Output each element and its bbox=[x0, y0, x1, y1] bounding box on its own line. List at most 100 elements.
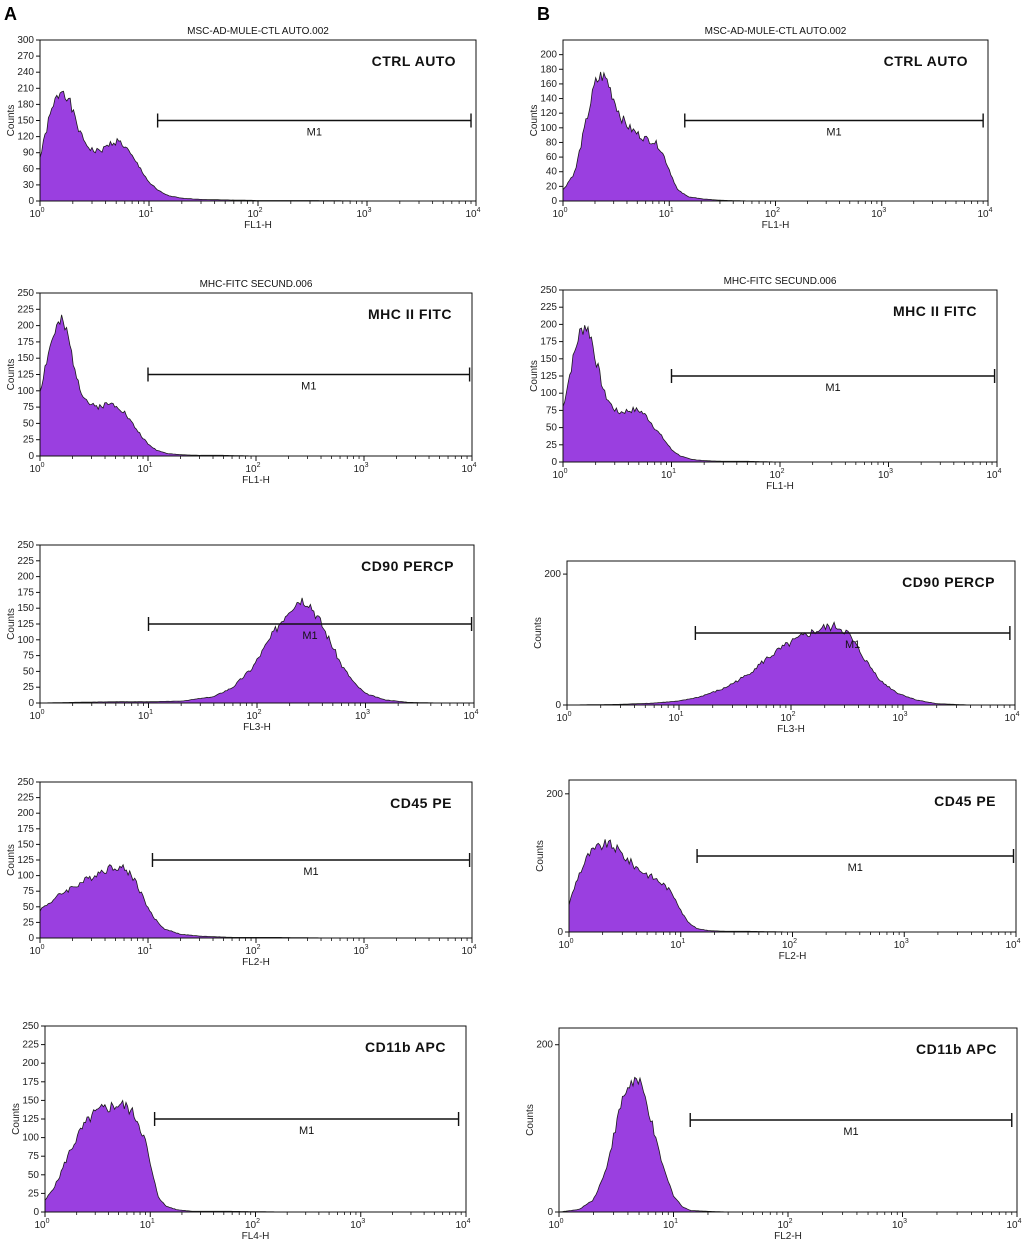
x-axis-label: FL2-H bbox=[774, 1231, 802, 1242]
x-tick-label: 100 bbox=[558, 938, 573, 951]
y-tick-label: 50 bbox=[28, 1170, 40, 1181]
gate-label: M1 bbox=[302, 630, 317, 642]
x-tick-label: 104 bbox=[986, 468, 1001, 481]
y-tick-label: 225 bbox=[17, 304, 34, 315]
x-tick-label: 101 bbox=[668, 711, 683, 724]
y-tick-label: 125 bbox=[17, 370, 34, 381]
x-tick-label: 101 bbox=[661, 468, 676, 481]
y-tick-label: 200 bbox=[17, 321, 34, 332]
x-tick-label: 101 bbox=[140, 1218, 155, 1231]
y-tick-label: 125 bbox=[17, 619, 34, 630]
histogram-fill bbox=[39, 314, 472, 457]
y-tick-label: 175 bbox=[17, 824, 34, 835]
histogram-chart: 0 200 100 101 102 103 104 FL2-H Counts CD11b APC M… bbox=[525, 1027, 1022, 1242]
x-tick-label: 100 bbox=[552, 468, 567, 481]
y-tick-label: 20 bbox=[546, 181, 558, 192]
x-tick-label: 103 bbox=[878, 468, 893, 481]
y-tick-label: 180 bbox=[17, 99, 34, 110]
marker-name: CD11b APC bbox=[365, 1039, 446, 1055]
file-title: MHC-FITC SECUND.006 bbox=[200, 279, 313, 290]
marker-name: CTRL AUTO bbox=[884, 53, 968, 69]
y-tick-label: 180 bbox=[540, 64, 557, 75]
y-tick-label: 30 bbox=[23, 180, 35, 191]
y-tick-label: 150 bbox=[540, 354, 557, 365]
gate-label: M1 bbox=[843, 1126, 858, 1138]
marker-name: MHC II FITC bbox=[893, 303, 977, 319]
y-tick-label: 25 bbox=[546, 440, 558, 451]
y-tick-label: 120 bbox=[540, 108, 557, 119]
x-tick-label: 102 bbox=[245, 944, 260, 957]
histogram-chart: 0 25 50 75 100 125 150 175 200 225 250 100 101 102 103… bbox=[6, 279, 477, 486]
y-tick-label: 100 bbox=[17, 871, 34, 882]
histogram-fill bbox=[558, 1076, 1017, 1213]
x-tick-label: 100 bbox=[34, 1218, 49, 1231]
gate-label: M1 bbox=[307, 127, 322, 139]
x-axis-label: FL2-H bbox=[779, 951, 807, 962]
histogram-fill bbox=[567, 621, 1015, 706]
y-tick-label: 0 bbox=[557, 927, 563, 938]
histogram-chart: 0 20 40 60 80 100 120 140 160 180 200 100 101 102 103 1… bbox=[529, 26, 993, 231]
y-tick-label: 250 bbox=[540, 285, 557, 296]
gate-label: M1 bbox=[299, 1125, 314, 1137]
y-tick-label: 75 bbox=[23, 886, 35, 897]
y-tick-label: 270 bbox=[17, 51, 34, 62]
histogram-grid: 0 30 60 90 120 150 180 210 240 270 300 100 101 102 103… bbox=[6, 26, 1022, 1242]
y-tick-label: 225 bbox=[17, 793, 34, 804]
y-tick-label: 90 bbox=[23, 148, 35, 159]
y-tick-label: 0 bbox=[28, 933, 34, 944]
x-tick-label: 103 bbox=[356, 207, 371, 220]
histogram-fill bbox=[562, 325, 997, 463]
x-tick-label: 103 bbox=[892, 711, 907, 724]
y-tick-label: 100 bbox=[22, 1133, 39, 1144]
x-tick-label: 104 bbox=[1005, 938, 1020, 951]
histogram-fill bbox=[39, 863, 472, 939]
file-title: MSC-AD-MULE-CTL AUTO.002 bbox=[187, 26, 329, 37]
y-tick-label: 50 bbox=[546, 423, 558, 434]
histogram-chart: 0 25 50 75 100 125 150 175 200 225 250 100 101 102 103… bbox=[6, 777, 477, 968]
histogram-fill bbox=[568, 839, 1016, 933]
histogram-chart: 0 30 60 90 120 150 180 210 240 270 300 100 101 102 103… bbox=[6, 26, 481, 231]
x-axis-label: FL3-H bbox=[243, 722, 271, 733]
x-tick-label: 102 bbox=[245, 1218, 260, 1231]
y-tick-label: 60 bbox=[23, 164, 35, 175]
file-title: MHC-FITC SECUND.006 bbox=[724, 276, 837, 287]
x-tick-label: 104 bbox=[1006, 1218, 1021, 1231]
y-axis-label: Counts bbox=[6, 608, 17, 640]
x-tick-label: 104 bbox=[463, 709, 478, 722]
y-tick-label: 50 bbox=[23, 418, 35, 429]
y-tick-label: 200 bbox=[22, 1058, 39, 1069]
y-tick-label: 50 bbox=[23, 902, 35, 913]
histogram-fill bbox=[40, 597, 474, 704]
x-axis-label: FL1-H bbox=[244, 220, 272, 231]
marker-name: MHC II FITC bbox=[368, 306, 452, 322]
y-tick-label: 0 bbox=[28, 698, 34, 709]
histogram-fill bbox=[562, 71, 988, 202]
x-tick-label: 103 bbox=[894, 938, 909, 951]
y-tick-label: 225 bbox=[17, 556, 34, 567]
x-tick-label: 104 bbox=[461, 462, 476, 475]
x-tick-label: 101 bbox=[138, 709, 153, 722]
y-tick-label: 225 bbox=[540, 302, 557, 313]
y-tick-label: 75 bbox=[23, 651, 35, 662]
y-tick-label: 160 bbox=[540, 79, 557, 90]
y-tick-label: 200 bbox=[540, 50, 557, 61]
y-tick-label: 25 bbox=[23, 917, 35, 928]
histogram-chart: 0 25 50 75 100 125 150 175 200 225 250 100 101 102 103… bbox=[11, 1021, 471, 1242]
y-tick-label: 125 bbox=[540, 371, 557, 382]
y-tick-label: 200 bbox=[546, 789, 563, 800]
x-axis-label: FL4-H bbox=[242, 1231, 270, 1242]
marker-name: CD11b APC bbox=[916, 1041, 997, 1057]
x-tick-label: 100 bbox=[29, 207, 44, 220]
gate-label: M1 bbox=[825, 382, 840, 394]
x-tick-label: 104 bbox=[977, 207, 992, 220]
y-tick-label: 200 bbox=[17, 808, 34, 819]
marker-name: CD45 PE bbox=[934, 793, 996, 809]
y-tick-label: 200 bbox=[544, 569, 561, 580]
y-axis-label: Counts bbox=[525, 1104, 536, 1136]
x-tick-label: 101 bbox=[137, 462, 152, 475]
x-tick-label: 103 bbox=[353, 462, 368, 475]
histogram-chart: 0 25 50 75 100 125 150 175 200 225 250 100 101 102 103… bbox=[529, 276, 1002, 492]
y-tick-label: 75 bbox=[23, 402, 35, 413]
panel-letter-b: B bbox=[537, 4, 550, 24]
y-tick-label: 100 bbox=[540, 123, 557, 134]
